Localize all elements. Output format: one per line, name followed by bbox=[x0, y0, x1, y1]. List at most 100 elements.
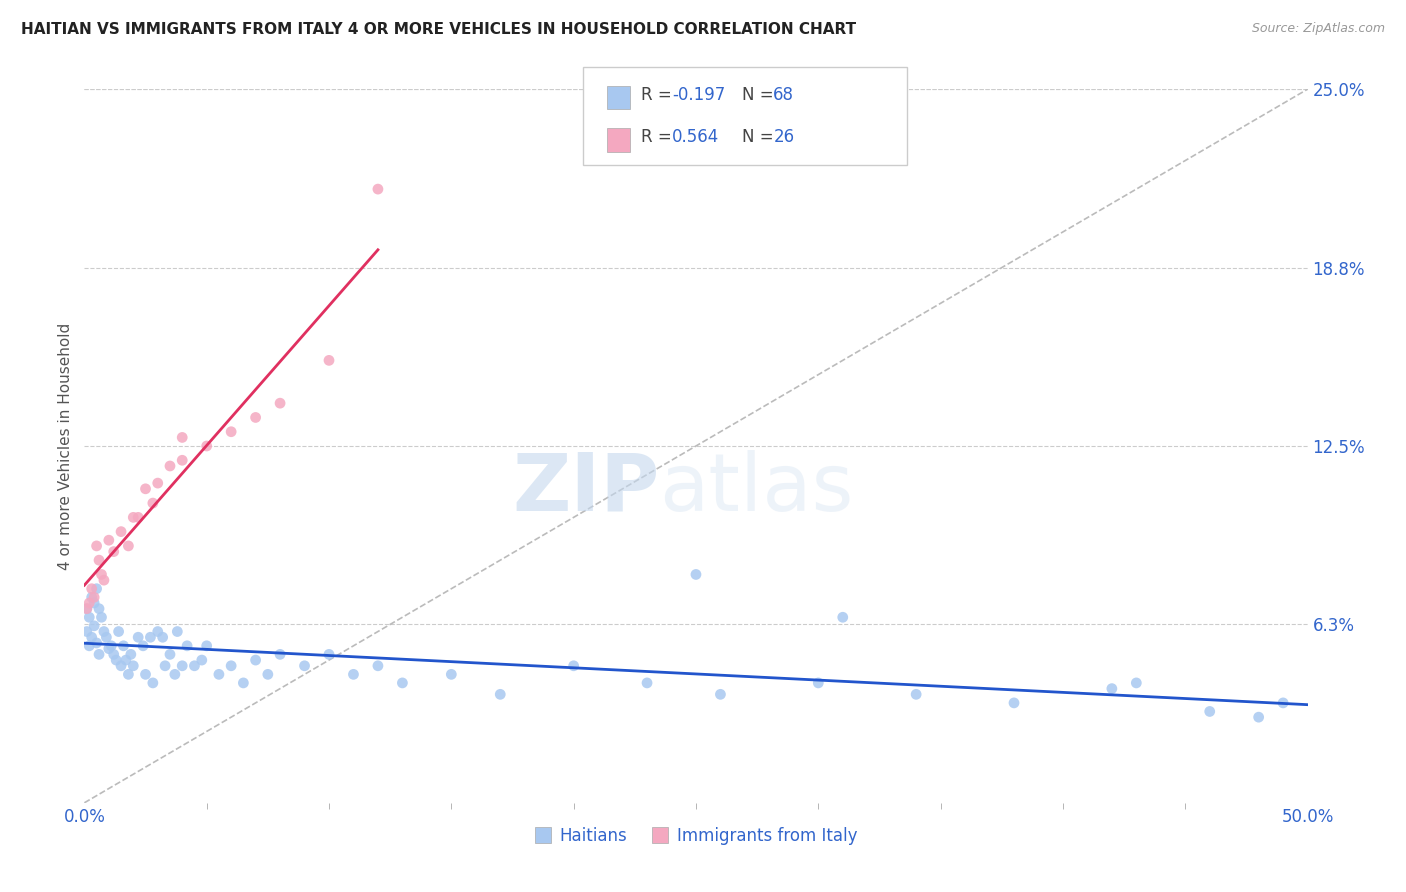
Point bbox=[77, 610, 100, 624]
Point bbox=[163, 667, 186, 681]
Point bbox=[77, 639, 100, 653]
Point bbox=[172, 658, 194, 673]
Text: N =: N = bbox=[742, 86, 779, 103]
Text: -0.197: -0.197 bbox=[672, 86, 725, 103]
Point bbox=[1198, 705, 1220, 719]
Point bbox=[127, 630, 149, 644]
Point bbox=[1125, 676, 1147, 690]
Point bbox=[86, 636, 108, 650]
Point bbox=[87, 553, 110, 567]
Point bbox=[685, 567, 707, 582]
Text: Source: ZipAtlas.com: Source: ZipAtlas.com bbox=[1251, 22, 1385, 36]
Point bbox=[103, 648, 125, 662]
Text: N =: N = bbox=[742, 128, 779, 146]
Point bbox=[489, 687, 512, 701]
Point bbox=[562, 658, 585, 673]
Point bbox=[269, 648, 291, 662]
Point bbox=[367, 658, 389, 673]
Point bbox=[318, 648, 340, 662]
Text: ZIP: ZIP bbox=[512, 450, 659, 528]
Point bbox=[195, 439, 218, 453]
Point bbox=[110, 524, 132, 539]
Point bbox=[152, 630, 174, 644]
Point bbox=[159, 648, 181, 662]
Point bbox=[636, 676, 658, 690]
Point bbox=[105, 653, 128, 667]
Point bbox=[122, 658, 145, 673]
Point bbox=[76, 601, 98, 615]
Point bbox=[135, 667, 157, 681]
Point bbox=[80, 630, 103, 644]
Point bbox=[257, 667, 280, 681]
Point bbox=[97, 533, 120, 548]
Point bbox=[232, 676, 254, 690]
Point bbox=[1247, 710, 1270, 724]
Point bbox=[132, 639, 155, 653]
Point bbox=[110, 658, 132, 673]
Point bbox=[391, 676, 413, 690]
Legend: Haitians, Immigrants from Italy: Haitians, Immigrants from Italy bbox=[527, 821, 865, 852]
Point bbox=[195, 639, 218, 653]
Point bbox=[166, 624, 188, 639]
Point bbox=[87, 648, 110, 662]
Point bbox=[318, 353, 340, 368]
Point bbox=[172, 430, 194, 444]
Point bbox=[83, 591, 105, 605]
Point bbox=[80, 582, 103, 596]
Point bbox=[87, 601, 110, 615]
Point bbox=[709, 687, 731, 701]
Point bbox=[90, 610, 112, 624]
Point bbox=[120, 648, 142, 662]
Point bbox=[83, 619, 105, 633]
Point bbox=[831, 610, 853, 624]
Point bbox=[269, 396, 291, 410]
Point bbox=[122, 510, 145, 524]
Point bbox=[146, 476, 169, 491]
Point bbox=[112, 639, 135, 653]
Text: R =: R = bbox=[641, 128, 678, 146]
Point bbox=[80, 591, 103, 605]
Point bbox=[139, 630, 162, 644]
Point bbox=[135, 482, 157, 496]
Point bbox=[294, 658, 316, 673]
Point bbox=[183, 658, 205, 673]
Point bbox=[153, 658, 176, 673]
Point bbox=[440, 667, 463, 681]
Point bbox=[219, 425, 242, 439]
Point bbox=[807, 676, 830, 690]
Point bbox=[96, 630, 118, 644]
Point bbox=[117, 667, 139, 681]
Point bbox=[905, 687, 928, 701]
Point bbox=[176, 639, 198, 653]
Text: atlas: atlas bbox=[659, 450, 853, 528]
Point bbox=[86, 582, 108, 596]
Point bbox=[245, 410, 267, 425]
Point bbox=[142, 676, 165, 690]
Y-axis label: 4 or more Vehicles in Household: 4 or more Vehicles in Household bbox=[58, 322, 73, 570]
Point bbox=[142, 496, 165, 510]
Point bbox=[103, 544, 125, 558]
Point bbox=[117, 539, 139, 553]
Text: 26: 26 bbox=[773, 128, 794, 146]
Point bbox=[115, 653, 138, 667]
Point bbox=[1101, 681, 1123, 696]
Point bbox=[76, 601, 98, 615]
Point bbox=[86, 539, 108, 553]
Point bbox=[127, 510, 149, 524]
Point bbox=[159, 458, 181, 473]
Point bbox=[367, 182, 389, 196]
Point bbox=[146, 624, 169, 639]
Point bbox=[1272, 696, 1295, 710]
Point bbox=[208, 667, 231, 681]
Point bbox=[245, 653, 267, 667]
Point bbox=[77, 596, 100, 610]
Point bbox=[107, 624, 129, 639]
Point bbox=[83, 596, 105, 610]
Point bbox=[97, 641, 120, 656]
Point bbox=[100, 639, 122, 653]
Point bbox=[342, 667, 364, 681]
Text: 68: 68 bbox=[773, 86, 794, 103]
Text: 0.564: 0.564 bbox=[672, 128, 720, 146]
Point bbox=[90, 567, 112, 582]
Point bbox=[93, 624, 115, 639]
